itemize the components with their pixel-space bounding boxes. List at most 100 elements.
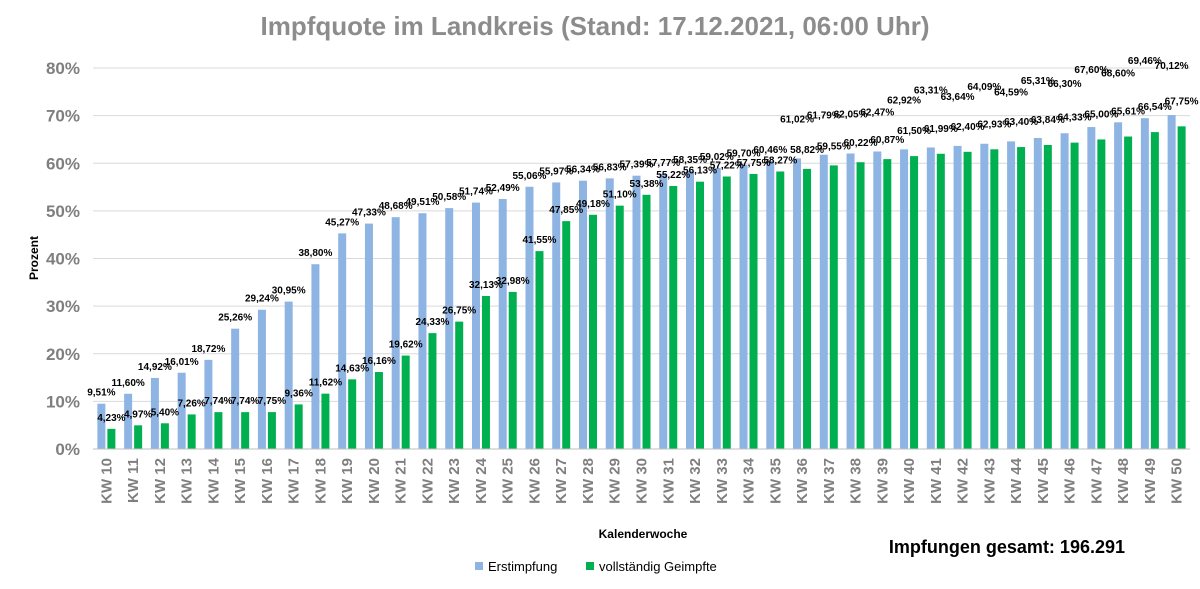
bar-vollstaendig-kw-25 xyxy=(508,291,517,449)
bar-vollstaendig-kw-48 xyxy=(1124,136,1133,449)
data-label-vollstaendig-kw-33: 57,22% xyxy=(710,160,744,171)
data-label-erstimpfung-kw-26: 55,06% xyxy=(513,171,547,182)
bar-erstimpfung-kw-25 xyxy=(498,199,507,449)
data-label-vollstaendig-kw-36: 58,82% xyxy=(790,145,824,156)
bar-erstimpfung-kw-46 xyxy=(1060,133,1069,449)
data-label-erstimpfung-kw-30: 57,39% xyxy=(620,160,654,171)
x-tick-label-kw-15: KW 15 xyxy=(232,458,249,504)
data-label-erstimpfung-kw-29: 56,83% xyxy=(593,162,627,173)
y-axis-ticks: 0% 10% 20% 30% 40% 50% 60% 70% 80% xyxy=(46,59,80,459)
data-label-vollstaendig-kw-20: 16,16% xyxy=(362,356,396,367)
data-label-erstimpfung-kw-31: 57,77% xyxy=(646,158,680,169)
bar-vollstaendig-kw-47 xyxy=(1097,139,1106,449)
y-tick-label: 20% xyxy=(46,345,80,364)
x-tick-label-kw-18: KW 18 xyxy=(312,458,329,504)
x-tick-label-kw-20: KW 20 xyxy=(366,458,383,504)
legend-label-vollstaendig-geimpfte: vollständig Geimpfte xyxy=(599,559,717,574)
data-label-vollstaendig-kw-25: 32,98% xyxy=(496,276,530,287)
data-label-erstimpfung-kw-34: 59,70% xyxy=(727,149,761,160)
data-label-erstimpfung-kw-17: 30,95% xyxy=(272,286,306,297)
x-tick-label-kw-13: KW 13 xyxy=(179,458,196,504)
x-tick-label-kw-24: KW 24 xyxy=(473,457,490,504)
x-tick-label-kw-21: KW 21 xyxy=(393,458,410,504)
x-tick-label-kw-33: KW 33 xyxy=(714,458,731,504)
data-label-erstimpfung-kw-15: 25,26% xyxy=(218,313,252,324)
x-tick-label-kw-37: KW 37 xyxy=(821,458,838,504)
bar-vollstaendig-kw-13 xyxy=(187,414,196,449)
data-label-erstimpfung-kw-49: 69,46% xyxy=(1128,56,1162,67)
bar-erstimpfung-kw-15 xyxy=(231,328,240,449)
bar-erstimpfung-kw-47 xyxy=(1087,127,1096,450)
data-label-vollstaendig-kw-49: 66,54% xyxy=(1138,102,1172,113)
x-tick-label-kw-44: KW 44 xyxy=(1008,457,1025,504)
bar-vollstaendig-kw-14 xyxy=(214,412,223,449)
x-tick-label-kw-34: KW 34 xyxy=(741,457,758,504)
data-label-erstimpfung-kw-46: 66,30% xyxy=(1048,79,1082,90)
data-label-vollstaendig-kw-28: 49,18% xyxy=(576,199,610,210)
y-tick-label: 0% xyxy=(55,440,80,459)
data-label-erstimpfung-kw-48: 68,60% xyxy=(1101,68,1135,79)
data-label-vollstaendig-kw-41: 61,99% xyxy=(924,124,958,135)
bar-vollstaendig-kw-18 xyxy=(321,393,330,449)
bar-vollstaendig-kw-12 xyxy=(160,423,169,449)
bar-vollstaendig-kw-22 xyxy=(428,333,437,449)
bar-vollstaendig-kw-15 xyxy=(241,412,250,449)
legend-label-erstimpfung: Erstimpfung xyxy=(488,559,557,574)
bar-vollstaendig-kw-16 xyxy=(267,412,276,449)
x-tick-label-kw-39: KW 39 xyxy=(874,458,891,504)
y-tick-label: 80% xyxy=(46,59,80,78)
data-label-vollstaendig-kw-46: 64,33% xyxy=(1058,113,1092,124)
bar-erstimpfung-kw-13 xyxy=(177,372,186,449)
y-tick-label: 60% xyxy=(46,154,80,173)
bar-vollstaendig-kw-31 xyxy=(669,186,678,449)
x-tick-label-kw-23: KW 23 xyxy=(446,458,463,504)
bar-erstimpfung-kw-26 xyxy=(525,186,534,450)
bar-erstimpfung-kw-17 xyxy=(284,301,293,449)
data-label-vollstaendig-kw-13: 7,26% xyxy=(177,398,205,409)
bar-erstimpfung-kw-33 xyxy=(712,167,721,450)
bar-vollstaendig-kw-26 xyxy=(535,251,544,449)
bar-vollstaendig-kw-19 xyxy=(348,379,357,449)
bar-vollstaendig-kw-28 xyxy=(588,214,597,449)
data-label-vollstaendig-kw-43: 62,93% xyxy=(977,119,1011,130)
data-label-vollstaendig-kw-38: 60,22% xyxy=(844,138,878,149)
data-label-vollstaendig-kw-31: 55,22% xyxy=(656,170,690,181)
data-label-vollstaendig-kw-22: 24,33% xyxy=(415,317,449,328)
x-tick-label-kw-46: KW 46 xyxy=(1062,458,1079,504)
bar-vollstaendig-kw-39 xyxy=(883,159,892,449)
data-label-vollstaendig-kw-24: 32,13% xyxy=(469,280,503,291)
legend-swatch-erstimpfung xyxy=(475,562,483,570)
bar-vollstaendig-kw-10 xyxy=(107,428,116,449)
bar-erstimpfung-kw-21 xyxy=(391,217,400,449)
data-label-erstimpfung-kw-43: 64,09% xyxy=(967,82,1001,93)
bar-vollstaendig-kw-32 xyxy=(696,181,705,449)
bar-vollstaendig-kw-44 xyxy=(1017,147,1026,449)
bar-vollstaendig-kw-38 xyxy=(856,162,865,449)
bar-erstimpfung-kw-14 xyxy=(204,359,213,449)
x-tick-label-kw-22: KW 22 xyxy=(419,458,436,504)
bar-erstimpfung-kw-28 xyxy=(578,180,587,449)
data-label-vollstaendig-kw-37: 59,55% xyxy=(817,141,851,152)
bar-vollstaendig-kw-37 xyxy=(829,165,838,449)
bar-erstimpfung-kw-31 xyxy=(659,173,668,450)
data-label-vollstaendig-kw-39: 60,87% xyxy=(870,135,904,146)
bar-erstimpfung-kw-41 xyxy=(926,147,935,449)
x-tick-label-kw-12: KW 12 xyxy=(152,458,169,504)
data-label-erstimpfung-kw-33: 59,02% xyxy=(700,152,734,163)
x-tick-label-kw-11: KW 11 xyxy=(125,458,142,503)
bar-erstimpfung-kw-29 xyxy=(605,178,614,450)
data-label-vollstaendig-kw-27: 47,85% xyxy=(549,205,583,216)
bar-vollstaendig-kw-30 xyxy=(642,194,651,449)
data-label-erstimpfung-kw-24: 51,74% xyxy=(459,187,493,198)
data-label-erstimpfung-kw-18: 38,80% xyxy=(298,248,332,259)
data-label-vollstaendig-kw-10: 4,23% xyxy=(97,413,125,424)
bar-erstimpfung-kw-45 xyxy=(1033,137,1042,449)
bar-vollstaendig-kw-21 xyxy=(401,355,410,449)
data-label-vollstaendig-kw-23: 26,75% xyxy=(442,306,476,317)
data-labels: 9,51% 4,23% 11,60% 4,97% 14,92% 5,40% 16,01% 7,… xyxy=(87,56,1198,424)
bar-erstimpfung-kw-43 xyxy=(980,143,989,450)
x-tick-label-kw-41: KW 41 xyxy=(928,458,945,504)
data-label-vollstaendig-kw-17: 9,36% xyxy=(284,388,312,399)
data-label-erstimpfung-kw-10: 9,51% xyxy=(87,388,115,399)
bar-vollstaendig-kw-29 xyxy=(615,205,624,449)
